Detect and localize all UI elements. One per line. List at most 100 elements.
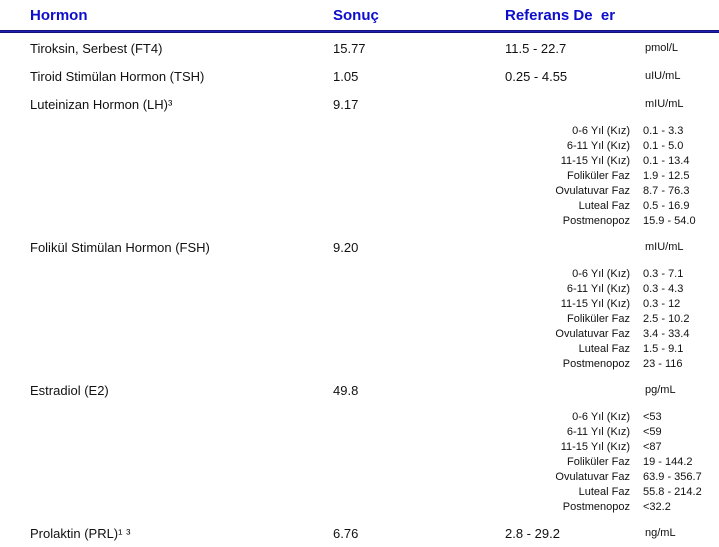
sub-range-value: 23 - 116 <box>643 357 683 370</box>
sub-reference-row: 6-11 Yıl (Kız) 0.3 - 4.3 <box>0 281 719 296</box>
hormone-name: Folikül Stimülan Hormon (FSH) <box>30 239 210 255</box>
sub-range-value: 0.1 - 5.0 <box>643 139 684 152</box>
sub-range-label: 6-11 Yıl (Kız) <box>566 425 630 438</box>
header-divider-rule <box>0 30 719 33</box>
result-value: 49.8 <box>333 382 359 398</box>
table-row: Tiroid Stimülan Hormon (TSH) 1.05 0.25 -… <box>0 62 719 90</box>
reference-range: 11.5 - 22.7 <box>505 40 567 56</box>
sub-range-value: 0.3 - 7.1 <box>643 267 684 280</box>
sub-range-label: 6-11 Yıl (Kız) <box>566 282 630 295</box>
sub-range-label: Foliküler Faz <box>567 455 630 468</box>
column-header-hormone: Hormon <box>30 6 88 24</box>
result-value: 15.77 <box>333 40 366 56</box>
sub-reference-row: Ovulatuvar Faz 3.4 - 33.4 <box>0 326 719 341</box>
sub-reference-block: 0-6 Yıl (Kız) 0.3 - 7.1 6-11 Yıl (Kız) 0… <box>0 261 719 376</box>
sub-reference-row: 6-11 Yıl (Kız) 0.1 - 5.0 <box>0 138 719 153</box>
result-value: 1.05 <box>333 68 359 84</box>
sub-reference-row: Ovulatuvar Faz 8.7 - 76.3 <box>0 183 719 198</box>
sub-reference-row: 11-15 Yıl (Kız) 0.1 - 13.4 <box>0 153 719 168</box>
unit-label: pmol/L <box>645 42 679 54</box>
sub-range-value: <53 <box>643 410 662 423</box>
sub-range-value: 0.1 - 3.3 <box>643 124 684 137</box>
unit-label: ng/mL <box>645 527 676 539</box>
column-header-result: Sonuç <box>333 6 379 24</box>
hormone-name: Tiroid Stimülan Hormon (TSH) <box>30 68 205 84</box>
sub-reference-row: 0-6 Yıl (Kız) <53 <box>0 409 719 424</box>
sub-reference-row: Foliküler Faz 1.9 - 12.5 <box>0 168 719 183</box>
sub-reference-row: Luteal Faz 1.5 - 9.1 <box>0 341 719 356</box>
sub-range-label: Luteal Faz <box>578 199 630 212</box>
sub-range-label: Ovulatuvar Faz <box>555 327 630 340</box>
sub-reference-row: Postmenopoz <32.2 <box>0 499 719 514</box>
unit-label: uIU/mL <box>645 70 681 82</box>
hormone-name: Luteinizan Hormon (LH)³ <box>30 96 173 112</box>
sub-range-label: 11-15 Yıl (Kız) <box>560 154 630 167</box>
sub-range-value: 0.3 - 12 <box>643 297 681 310</box>
sub-range-label: 11-15 Yıl (Kız) <box>560 297 630 310</box>
sub-range-value: 0.3 - 4.3 <box>643 282 684 295</box>
sub-range-label: Ovulatuvar Faz <box>555 470 630 483</box>
hormone-name: Estradiol (E2) <box>30 382 109 398</box>
sub-range-value: 19 - 144.2 <box>643 455 693 468</box>
sub-reference-row: Luteal Faz 0.5 - 16.9 <box>0 198 719 213</box>
unit-label: mIU/mL <box>645 98 684 110</box>
sub-range-value: <59 <box>643 425 662 438</box>
column-header-reference: Referans De er <box>505 6 616 24</box>
sub-reference-row: 6-11 Yıl (Kız) <59 <box>0 424 719 439</box>
sub-range-label: Postmenopoz <box>562 214 630 227</box>
sub-range-value: 2.5 - 10.2 <box>643 312 690 325</box>
sub-range-value: 3.4 - 33.4 <box>643 327 690 340</box>
sub-range-label: Ovulatuvar Faz <box>555 184 630 197</box>
sub-reference-row: 0-6 Yıl (Kız) 0.3 - 7.1 <box>0 266 719 281</box>
sub-range-value: 0.1 - 13.4 <box>643 154 690 167</box>
sub-range-value: 1.9 - 12.5 <box>643 169 690 182</box>
sub-range-label: Foliküler Faz <box>567 169 630 182</box>
sub-range-value: 15.9 - 54.0 <box>643 214 696 227</box>
table-row: Estradiol (E2) 49.8 pg/mL <box>0 376 719 404</box>
sub-range-value: 0.5 - 16.9 <box>643 199 690 212</box>
sub-reference-row: Postmenopoz 15.9 - 54.0 <box>0 213 719 228</box>
sub-reference-row: 11-15 Yıl (Kız) <87 <box>0 439 719 454</box>
sub-range-label: 0-6 Yıl (Kız) <box>572 267 630 280</box>
result-value: 9.20 <box>333 239 359 255</box>
sub-range-label: 11-15 Yıl (Kız) <box>560 440 630 453</box>
sub-reference-row: Luteal Faz 55.8 - 214.2 <box>0 484 719 499</box>
sub-range-label: 6-11 Yıl (Kız) <box>566 139 630 152</box>
sub-range-label: Postmenopoz <box>562 500 630 513</box>
sub-range-value: 55.8 - 214.2 <box>643 485 702 498</box>
unit-label: pg/mL <box>645 384 676 396</box>
sub-range-label: Luteal Faz <box>578 485 630 498</box>
sub-range-value: <87 <box>643 440 662 453</box>
sub-reference-row: Foliküler Faz 19 - 144.2 <box>0 454 719 469</box>
unit-label: mIU/mL <box>645 241 684 253</box>
sub-range-value: 1.5 - 9.1 <box>643 342 684 355</box>
sub-range-label: Foliküler Faz <box>567 312 630 325</box>
sub-range-label: Luteal Faz <box>578 342 630 355</box>
sub-range-label: Postmenopoz <box>562 357 630 370</box>
result-value: 6.76 <box>333 525 359 541</box>
table-row: Luteinizan Hormon (LH)³ 9.17 mIU/mL <box>0 90 719 118</box>
sub-range-label: 0-6 Yıl (Kız) <box>572 124 630 137</box>
sub-range-value: 8.7 - 76.3 <box>643 184 690 197</box>
result-value: 9.17 <box>333 96 359 112</box>
reference-range: 2.8 - 29.2 <box>505 525 560 541</box>
sub-reference-block: 0-6 Yıl (Kız) 0.1 - 3.3 6-11 Yıl (Kız) 0… <box>0 118 719 233</box>
table-row: Prolaktin (PRL)¹ ³ 6.76 2.8 - 29.2 ng/mL <box>0 519 719 547</box>
table-row: Folikül Stimülan Hormon (FSH) 9.20 mIU/m… <box>0 233 719 261</box>
sub-reference-row: Foliküler Faz 2.5 - 10.2 <box>0 311 719 326</box>
table-header-row: Hormon Sonuç Referans De er <box>0 0 719 30</box>
table-row: Tiroksin, Serbest (FT4) 15.77 11.5 - 22.… <box>0 34 719 62</box>
sub-range-value: 63.9 - 356.7 <box>643 470 702 483</box>
sub-reference-row: Ovulatuvar Faz 63.9 - 356.7 <box>0 469 719 484</box>
sub-range-value: <32.2 <box>643 500 671 513</box>
hormone-name: Tiroksin, Serbest (FT4) <box>30 40 163 56</box>
results-body: Tiroksin, Serbest (FT4) 15.77 11.5 - 22.… <box>0 34 719 547</box>
sub-reference-row: 11-15 Yıl (Kız) 0.3 - 12 <box>0 296 719 311</box>
reference-range: 0.25 - 4.55 <box>505 68 568 84</box>
hormone-name: Prolaktin (PRL)¹ ³ <box>30 525 131 541</box>
sub-range-label: 0-6 Yıl (Kız) <box>572 410 630 423</box>
sub-reference-row: Postmenopoz 23 - 116 <box>0 356 719 371</box>
sub-reference-block: 0-6 Yıl (Kız) <53 6-11 Yıl (Kız) <59 11-… <box>0 404 719 519</box>
sub-reference-row: 0-6 Yıl (Kız) 0.1 - 3.3 <box>0 123 719 138</box>
